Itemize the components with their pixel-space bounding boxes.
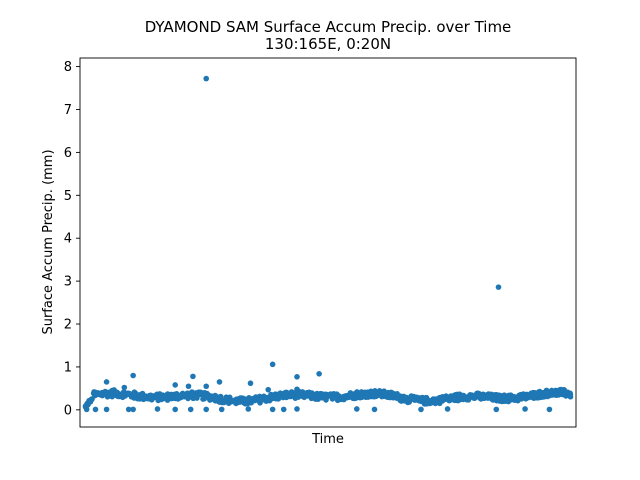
data-point-outlier [216, 379, 223, 385]
data-point-outlier [418, 406, 424, 413]
data-point-outlier [130, 406, 136, 413]
data-point-outlier [154, 406, 161, 412]
data-point-outlier [172, 382, 179, 388]
data-point-outlier [280, 406, 287, 413]
data-points [82, 75, 574, 413]
y-tick-label: 4 [64, 232, 72, 247]
data-point-outlier [203, 406, 210, 413]
data-point-outlier [121, 384, 128, 391]
y-tick-label: 0 [64, 403, 72, 418]
data-point [217, 393, 224, 400]
data-point-outlier [103, 379, 110, 385]
y-tick-label: 8 [64, 60, 72, 75]
data-point-outlier [190, 373, 196, 380]
data-point-outlier [294, 406, 300, 412]
y-tick-label: 2 [64, 318, 72, 333]
data-point [567, 391, 574, 398]
data-point [464, 396, 471, 403]
data-point-outlier [546, 406, 553, 413]
y-tick-label: 3 [64, 275, 72, 290]
data-point-outlier [522, 406, 528, 412]
data-point-outlier [130, 372, 136, 379]
y-tick-label: 7 [64, 103, 72, 118]
y-axis-label: Surface Accum Precip. (mm) [41, 149, 56, 334]
data-point [548, 387, 555, 394]
data-point-outlier [269, 361, 276, 368]
y-tick-label: 1 [64, 360, 72, 375]
data-point-outlier [269, 406, 276, 413]
data-point-outlier [294, 386, 300, 393]
plot-frame [79, 57, 577, 428]
data-point-outlier [247, 380, 254, 387]
chart-title: DYAMOND SAM Surface Accum Precip. over T… [145, 18, 512, 36]
chart-subtitle: 130:165E, 0:20N [265, 35, 391, 53]
data-point-outlier [353, 406, 360, 412]
data-point-outlier [185, 383, 192, 390]
data-point-outlier [294, 374, 300, 380]
data-point-outlier [125, 406, 132, 413]
data-point-outlier [83, 406, 90, 413]
data-point-outlier [203, 75, 210, 82]
y-tick-label: 6 [64, 146, 72, 161]
data-point-outlier [444, 406, 451, 412]
data-point-outlier [187, 406, 194, 413]
data-point-outlier [203, 383, 210, 390]
data-point-outlier [493, 406, 500, 413]
y-axis: 0 1 2 3 4 5 6 7 8 [64, 60, 80, 418]
plot-area [80, 58, 576, 427]
data-point-outlier [316, 371, 322, 377]
data-point-outlier [245, 406, 252, 412]
data-point-outlier [371, 406, 378, 413]
data-point-outlier [265, 386, 272, 393]
data-point-outlier [218, 406, 225, 413]
data-point-outlier [103, 406, 110, 413]
y-tick-label: 5 [64, 189, 72, 204]
data-point-outlier [92, 406, 99, 413]
x-axis-label: Time [311, 432, 344, 447]
data-point-outlier [172, 406, 179, 413]
data-point-outlier [495, 284, 502, 290]
